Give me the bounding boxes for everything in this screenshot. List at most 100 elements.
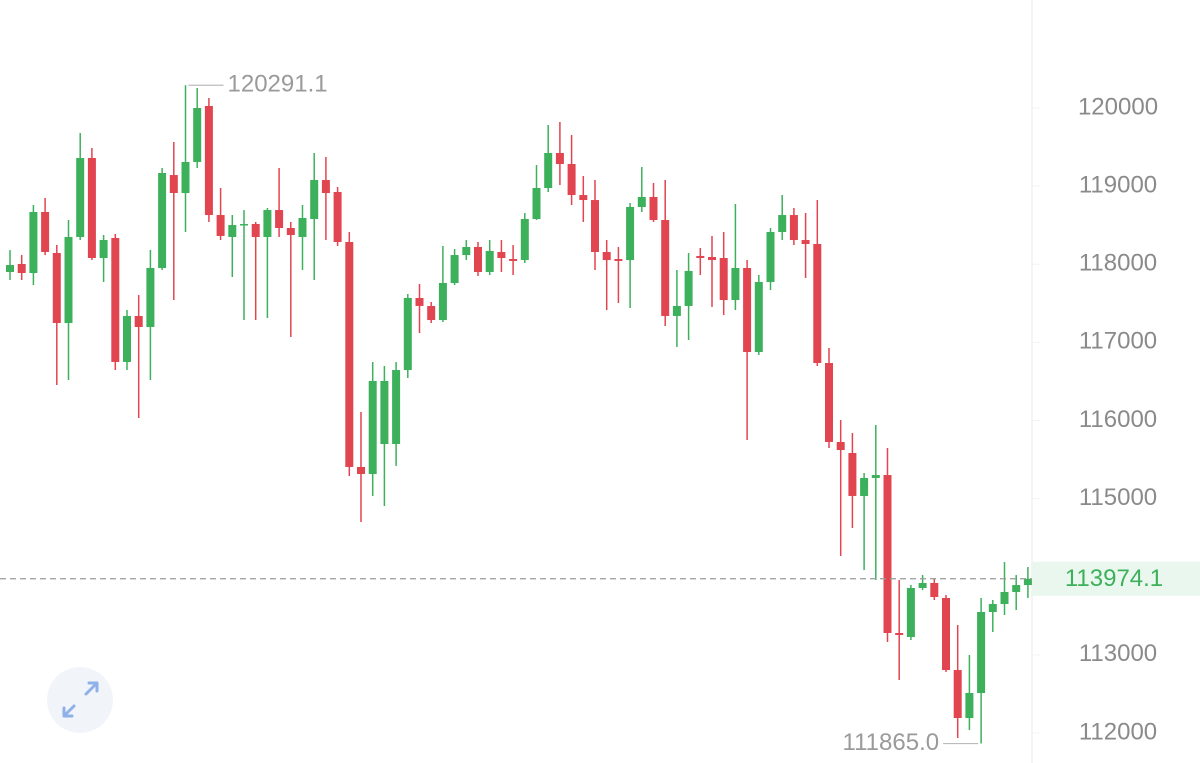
candle <box>953 625 962 738</box>
expand-icon[interactable] <box>62 681 99 718</box>
candle-body <box>684 270 693 306</box>
candle <box>930 578 939 601</box>
candle <box>942 595 950 672</box>
candle <box>87 148 96 261</box>
candle-body <box>216 215 225 236</box>
candle <box>555 121 564 186</box>
candle <box>228 215 237 277</box>
candle-body <box>743 268 752 352</box>
candle-body <box>474 246 482 272</box>
candle <box>848 433 857 528</box>
candle <box>813 200 822 366</box>
candle <box>263 208 272 318</box>
y-tick-label: 113000 <box>1079 640 1157 667</box>
candle <box>134 295 143 418</box>
candle <box>988 600 997 632</box>
candle-body <box>357 466 365 475</box>
candle <box>204 98 213 222</box>
candle <box>333 186 342 246</box>
candle-body <box>251 224 260 237</box>
candle-body <box>403 298 412 371</box>
candle <box>871 425 880 581</box>
candle-body <box>240 224 248 226</box>
candle-body <box>731 268 740 301</box>
candle <box>193 88 202 168</box>
candle-body <box>6 265 14 272</box>
candle <box>216 188 225 241</box>
candle-body <box>883 475 892 633</box>
candle <box>591 180 599 271</box>
candle <box>474 241 482 276</box>
candle-body <box>158 173 167 268</box>
candle-body <box>789 215 798 241</box>
candle <box>661 180 670 326</box>
candle-body <box>87 158 96 258</box>
y-tick-label: 112000 <box>1079 718 1157 745</box>
last-price-label: 113974.1 <box>1065 565 1163 592</box>
expand-button[interactable] <box>47 667 113 733</box>
candle-body <box>567 164 576 196</box>
candle <box>485 240 494 276</box>
candle-body <box>918 583 927 588</box>
candle <box>637 166 646 212</box>
candle-body <box>801 240 810 245</box>
candle <box>731 204 740 311</box>
candle <box>906 585 915 641</box>
candle-body <box>509 259 518 261</box>
candle <box>778 195 787 241</box>
candle-body <box>41 211 50 252</box>
candle <box>392 361 401 466</box>
y-tick-label: 116000 <box>1079 406 1157 433</box>
candle-body <box>415 298 424 306</box>
candle <box>883 448 892 642</box>
candle-body <box>392 370 401 445</box>
candle-body <box>555 153 564 165</box>
candle-body <box>286 228 295 236</box>
candle <box>41 198 50 256</box>
candle <box>357 411 365 522</box>
candle-body <box>169 175 178 193</box>
candle <box>1023 566 1032 598</box>
candle <box>427 301 436 323</box>
candle <box>672 270 681 347</box>
candle <box>111 234 120 371</box>
candle-body <box>321 180 330 193</box>
candle <box>918 575 927 591</box>
candle-body <box>497 251 506 258</box>
candle-body <box>825 363 833 442</box>
candle-body <box>977 611 986 693</box>
candle-body <box>871 475 880 478</box>
candle <box>298 205 307 271</box>
candle-body <box>263 210 272 237</box>
candle <box>614 246 623 303</box>
candle <box>450 249 459 286</box>
candle <box>286 221 295 337</box>
candle <box>368 361 377 496</box>
candle <box>860 473 869 571</box>
candle <box>743 260 752 441</box>
candle <box>766 228 775 291</box>
candle-body <box>204 105 213 216</box>
candle-body <box>333 191 342 242</box>
candle-body <box>813 244 822 363</box>
candle <box>602 240 611 311</box>
candle-body <box>672 305 681 316</box>
candle-body <box>76 158 85 237</box>
low-marker-label: 111865.0 <box>843 729 940 756</box>
candle-body <box>1023 578 1032 586</box>
candle-body <box>602 251 611 261</box>
candle-body <box>836 441 845 451</box>
candle-body <box>298 218 307 237</box>
candle-body <box>64 236 73 323</box>
expand-circle[interactable] <box>47 667 113 733</box>
candle-body <box>848 453 857 496</box>
candle-body <box>766 231 775 282</box>
candle <box>251 221 260 321</box>
candle-body <box>591 200 599 252</box>
candle <box>462 240 471 261</box>
candle <box>438 245 447 322</box>
candle-body <box>380 380 389 445</box>
candle-body <box>661 220 670 316</box>
candle <box>977 598 986 744</box>
